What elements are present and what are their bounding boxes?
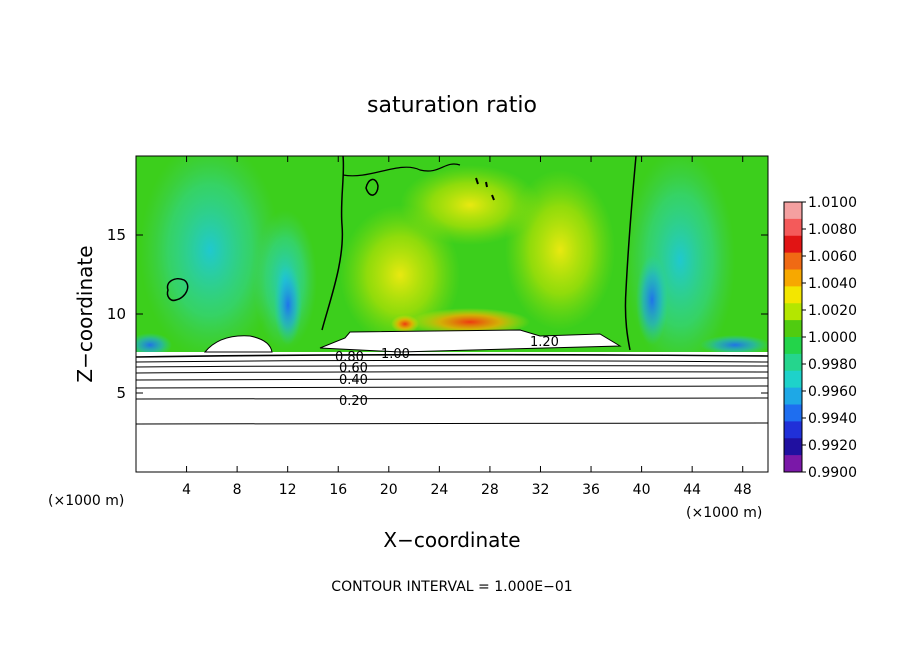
x-tick-label: 36 — [582, 482, 600, 498]
colorbar-tick-label: 1.0060 — [808, 249, 857, 265]
contour-top-left — [342, 163, 461, 177]
x-tick-label: 48 — [734, 482, 752, 498]
dry-layer — [136, 352, 768, 472]
colorbar-swatch — [784, 370, 802, 389]
colorbar-swatch — [784, 353, 802, 372]
colorbar-swatch — [784, 421, 802, 439]
x-axis: 4 8 12 16 20 24 28 32 36 40 44 48 — [182, 156, 752, 498]
x-tick-label: 8 — [233, 482, 242, 498]
colorbar-swatch — [784, 235, 802, 254]
colorbar-swatch — [784, 286, 802, 304]
field-yellow-3 — [400, 165, 540, 245]
x-tick-label: 12 — [279, 482, 297, 498]
colorbar-tick-label: 0.9980 — [808, 357, 857, 373]
field-cyan-left — [140, 156, 280, 360]
colorbar-swatch — [784, 320, 802, 338]
field-blue-left — [274, 265, 302, 345]
x-axis-title: X−coordinate — [383, 528, 520, 552]
contour-loop-mid — [365, 178, 379, 196]
x-unit-right: (×1000 m) — [686, 505, 762, 521]
contour-label: 1.20 — [530, 335, 559, 350]
y-axis: 5 10 15 — [107, 226, 768, 402]
x-tick-label: 16 — [329, 482, 347, 498]
contour-label: 0.40 — [339, 373, 368, 388]
y-tick-label: 15 — [107, 226, 126, 244]
colorbar-tick-label: 1.0080 — [808, 222, 857, 238]
y-tick-label: 10 — [107, 305, 126, 323]
colorbar-swatch — [784, 337, 802, 355]
x-tick-label: 32 — [532, 482, 550, 498]
colorbar-swatch — [784, 455, 802, 473]
contour-label: 1.00 — [381, 347, 410, 362]
colorbar-swatch — [784, 218, 802, 237]
colorbar-swatch — [784, 404, 802, 422]
dry-lens — [319, 329, 622, 353]
colorbar-tick-label: 0.9960 — [808, 384, 857, 400]
x-tick-label: 28 — [481, 482, 499, 498]
field-blue-right — [636, 255, 668, 345]
plot-area: 1.00 1.20 0.80 0.60 0.40 0.20 — [136, 156, 768, 472]
colorbar-tick-label: 1.0020 — [808, 303, 857, 319]
colorbar-tick-label: 0.9940 — [808, 411, 857, 427]
contour-label: 0.80 — [335, 350, 364, 365]
contour-interval-note: CONTOUR INTERVAL = 1.000E−01 — [331, 579, 572, 595]
colorbar-swatch — [784, 438, 802, 456]
x-tick-label: 4 — [182, 482, 191, 498]
x-unit-left: (×1000 m) — [48, 493, 124, 509]
colorbar-swatch — [784, 387, 802, 405]
x-tick-label: 44 — [683, 482, 701, 498]
contour-left-boundary — [321, 156, 345, 331]
colorbar: 1.0100 1.0080 1.0060 1.0040 1.0020 1.0000 0.99… — [783, 195, 857, 481]
dry-bump-left — [203, 335, 273, 353]
colorbar-tick-label: 1.0100 — [808, 195, 857, 211]
x-tick-label: 40 — [633, 482, 651, 498]
contour-loop-left — [166, 278, 189, 302]
colorbar-swatch — [784, 202, 802, 220]
contour-right-boundary — [624, 156, 637, 351]
y-tick-label: 5 — [116, 384, 126, 402]
colorbar-tick-label: 0.9920 — [808, 438, 857, 454]
colorbar-swatch — [784, 269, 802, 287]
colorbar-swatch — [784, 303, 802, 321]
x-tick-label: 20 — [380, 482, 398, 498]
x-tick-label: 24 — [430, 482, 448, 498]
contour-label: 0.60 — [339, 361, 368, 376]
field-yellow-1 — [340, 205, 460, 345]
colorbar-tick-label: 1.0000 — [808, 330, 857, 346]
field-orange-2 — [391, 315, 419, 333]
field-blue-edge-left — [136, 333, 172, 357]
colorbar-swatch — [784, 252, 802, 270]
colorbar-tick-label: 1.0040 — [808, 276, 857, 292]
field-orange — [410, 308, 530, 336]
contour-dots — [475, 177, 495, 201]
contour-label: 0.20 — [339, 394, 368, 409]
chart-title: saturation ratio — [367, 93, 537, 118]
y-axis-title: Z−coordinate — [73, 245, 97, 382]
colorbar-tick-label: 0.9900 — [808, 465, 857, 481]
field-blue-edge-right — [700, 335, 768, 355]
